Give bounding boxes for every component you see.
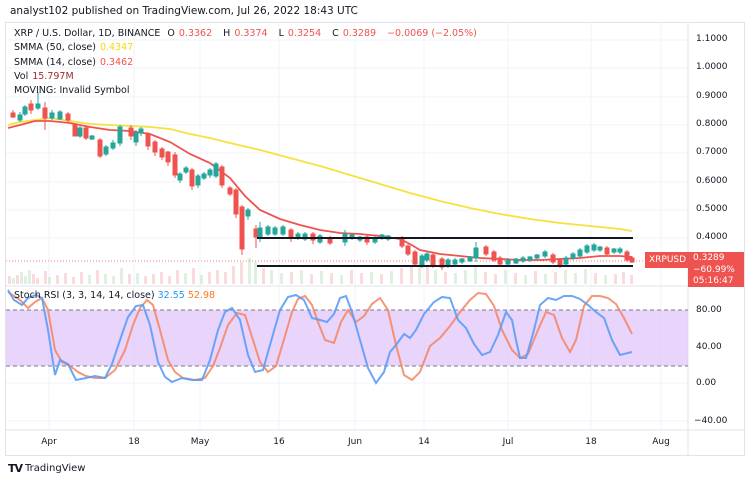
smma14-value: 0.3462 xyxy=(99,56,134,68)
time-tick: May xyxy=(190,437,210,447)
smma50-legend[interactable]: SMMA (50, close) 0.4347 xyxy=(14,42,134,54)
smma50-value: 0.4347 xyxy=(99,42,134,54)
open-value: 0.3362 xyxy=(178,28,213,39)
bar-countdown: 05:16:47 xyxy=(693,276,734,286)
volume-legend[interactable]: Vol 15.797M xyxy=(14,70,74,82)
time-tick: Jul xyxy=(502,437,514,447)
price-tick: 1.1000 xyxy=(696,34,728,44)
symbol-name[interactable]: XRP / U.S. Dollar, 1D, BINANCE xyxy=(14,28,161,39)
symbol-tag: XRPUSD xyxy=(645,252,691,268)
symbol-row[interactable]: XRP / U.S. Dollar, 1D, BINANCE O 0.3362 H… xyxy=(14,28,477,39)
stoch-tick: 80.00 xyxy=(696,305,722,315)
volume-bars xyxy=(8,258,633,284)
stoch-label: Stoch RSI (3, 3, 14, 14, close) xyxy=(14,290,155,301)
smma50-line xyxy=(7,117,633,232)
stoch-tick: −40.00 xyxy=(694,416,728,426)
time-tick: 18 xyxy=(128,437,140,447)
price-tick: 0.9000 xyxy=(696,91,728,101)
stoch-tick: 40.00 xyxy=(696,342,722,352)
time-tick: 16 xyxy=(273,437,285,447)
change-percent: −60.99% xyxy=(693,264,735,275)
publish-info: analyst102 published on TradingView.com,… xyxy=(10,5,358,17)
price-tick: 0.5000 xyxy=(696,204,728,214)
stoch-d-value: 52.98 xyxy=(187,290,216,301)
price-tick: 0.7000 xyxy=(696,147,728,157)
volume-value: 15.797M xyxy=(32,70,74,82)
time-tick: 18 xyxy=(585,437,597,447)
time-tick: Apr xyxy=(41,437,57,447)
last-price-tag: 0.3289 −60.99% 05:16:47 xyxy=(688,252,744,287)
time-tick: 14 xyxy=(418,437,430,447)
moving-legend[interactable]: MOVING: Invalid Symbol xyxy=(14,85,130,97)
change-value: −0.0069 (−2.05%) xyxy=(387,28,477,39)
stoch-legend[interactable]: Stoch RSI (3, 3, 14, 14, close) 32.55 52… xyxy=(14,290,215,301)
stoch-d-line xyxy=(7,291,633,382)
high-value: 0.3374 xyxy=(234,28,268,39)
stoch-band xyxy=(6,310,688,366)
price-tick: 0.8000 xyxy=(696,119,728,129)
brand-name: TradingView xyxy=(25,463,86,474)
stoch-tick: 0.00 xyxy=(696,378,717,388)
last-price: 0.3289 xyxy=(693,253,725,263)
price-tick: 0.6000 xyxy=(696,176,728,186)
low-value: 0.3254 xyxy=(287,28,322,39)
main-legend: XRP / U.S. Dollar, 1D, BINANCE O 0.3362 H… xyxy=(14,27,481,98)
close-value: 0.3289 xyxy=(342,28,377,39)
stoch-k-value: 32.55 xyxy=(157,290,185,301)
smma14-legend[interactable]: SMMA (14, close) 0.3462 xyxy=(14,56,134,68)
price-tick: 1.0000 xyxy=(696,62,728,72)
chart-frame xyxy=(5,22,745,456)
tv-logo-icon: TV xyxy=(8,462,23,475)
smma14-line xyxy=(7,120,633,261)
time-tick: Aug xyxy=(652,437,670,447)
stoch-k-line xyxy=(7,289,633,385)
tradingview-logo[interactable]: TV TradingView xyxy=(8,462,85,475)
candles xyxy=(10,92,635,270)
price-tick: 0.4000 xyxy=(696,232,728,242)
time-tick: Jun xyxy=(347,437,363,447)
